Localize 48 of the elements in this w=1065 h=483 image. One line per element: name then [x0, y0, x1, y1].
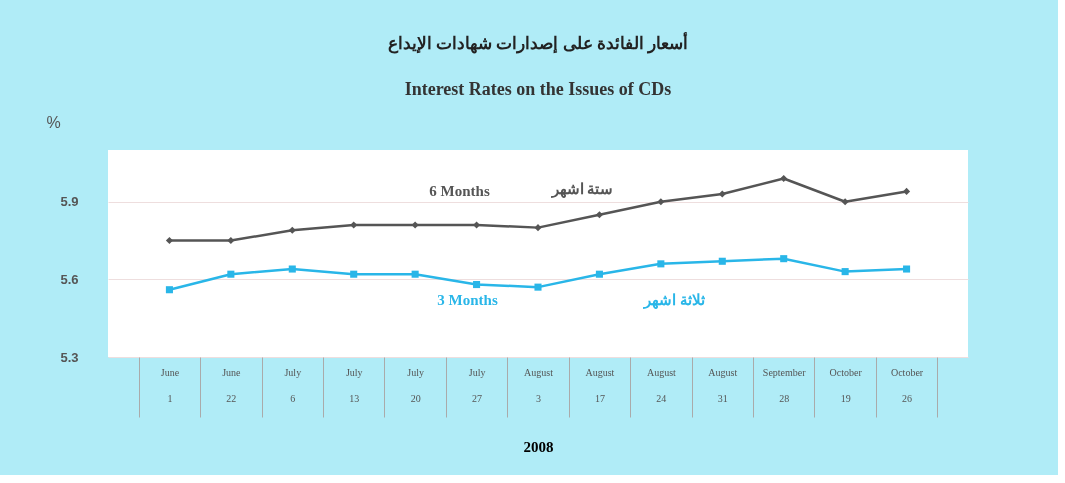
category-label: August 17 [585, 366, 615, 404]
y-tick-label: 5.6 [60, 271, 79, 287]
category-label: July 20 [407, 366, 424, 404]
category-label: September 28 [762, 366, 806, 404]
x-axis-title: 2008 [523, 439, 554, 455]
category-label: June 1 [160, 366, 180, 404]
category-label: July 27 [468, 366, 486, 404]
point [718, 257, 726, 265]
chart-title: أسعار الفائدة على إصدارات شهادات الإيداع [387, 31, 689, 54]
point [780, 174, 788, 182]
point [350, 270, 358, 278]
point [227, 237, 235, 245]
point [595, 270, 603, 278]
series-label: 6 Months [429, 183, 490, 200]
point [227, 270, 235, 278]
point [841, 198, 849, 206]
category-label: July 6 [284, 366, 302, 404]
annotation: ستة اشهر [550, 180, 614, 198]
point [657, 198, 665, 206]
point [903, 187, 911, 195]
point [288, 226, 296, 234]
category-label: June 22 [222, 366, 241, 404]
category-label: August 31 [708, 366, 738, 404]
category-label: October 19 [829, 366, 862, 404]
chart-subtitle: Interest Rates on the Issues of CDs [404, 79, 672, 99]
y-tick-label: 5.3 [60, 349, 79, 365]
category-label: October 26 [890, 366, 924, 404]
point [780, 255, 788, 263]
point [411, 221, 419, 229]
category-label: July 13 [345, 366, 363, 404]
point [534, 283, 542, 291]
point [657, 260, 665, 268]
category-label: August 24 [646, 366, 676, 404]
point [165, 237, 173, 245]
point [903, 265, 911, 273]
point [841, 268, 849, 276]
y-tick-label: 5.9 [60, 194, 79, 210]
y-axis-title: % [46, 113, 61, 131]
point [718, 190, 726, 198]
point [165, 286, 173, 294]
category-label: August 3 [524, 366, 553, 404]
point [288, 265, 296, 273]
series-label: 3 Months [437, 291, 498, 308]
annotation: ثلاثة اشهر [643, 291, 706, 309]
point [411, 270, 419, 278]
point [534, 224, 542, 232]
point [473, 281, 481, 289]
point [595, 211, 603, 219]
